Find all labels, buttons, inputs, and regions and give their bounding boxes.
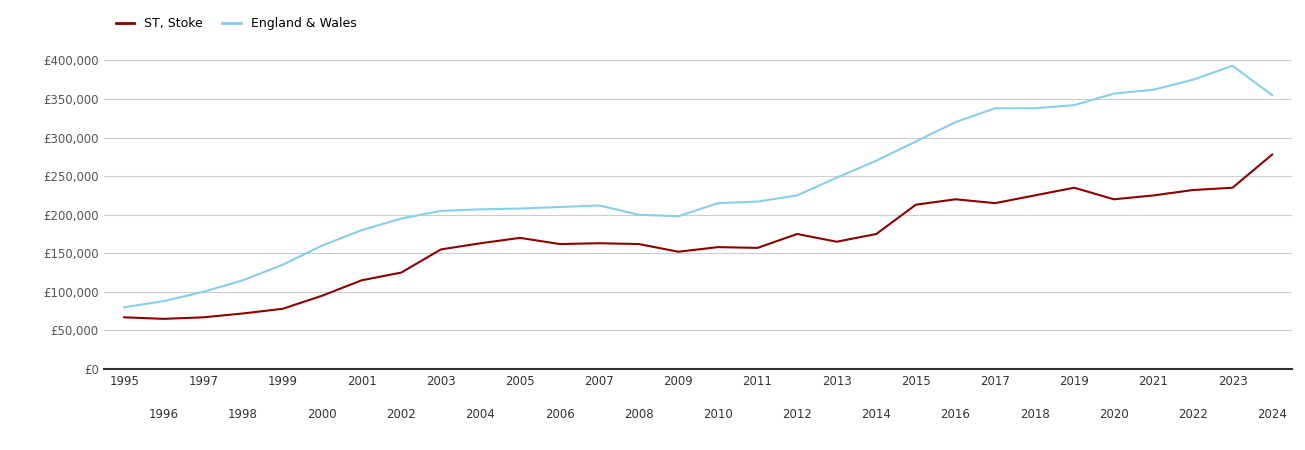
England & Wales (1185, 77, 1201, 82)
Text: 2006: 2006 (544, 408, 574, 421)
Legend: ST, Stoke, England & Wales: ST, Stoke, England & Wales (111, 12, 361, 36)
England & Wales (591, 203, 607, 208)
ST, Stoke (1066, 185, 1082, 190)
England & Wales (196, 289, 211, 295)
England & Wales (512, 206, 527, 211)
England & Wales (1146, 87, 1161, 92)
England & Wales (1224, 63, 1240, 68)
ST, Stoke (868, 231, 883, 237)
Text: 2008: 2008 (624, 408, 654, 421)
ST, Stoke (472, 241, 488, 246)
ST, Stoke (1027, 193, 1043, 198)
England & Wales (671, 214, 686, 219)
ST, Stoke (790, 231, 805, 237)
Text: 2004: 2004 (466, 408, 496, 421)
ST, Stoke (591, 241, 607, 246)
Text: 2012: 2012 (782, 408, 812, 421)
ST, Stoke (354, 278, 369, 283)
ST, Stoke (632, 241, 647, 247)
ST, Stoke (947, 197, 963, 202)
ST, Stoke (710, 244, 726, 250)
ST, Stoke (116, 315, 132, 320)
ST, Stoke (1146, 193, 1161, 198)
England & Wales (790, 193, 805, 198)
England & Wales (315, 243, 330, 248)
ST, Stoke (1105, 197, 1121, 202)
Text: 2022: 2022 (1178, 408, 1208, 421)
England & Wales (1027, 106, 1043, 111)
ST, Stoke (749, 245, 765, 251)
Line: England & Wales: England & Wales (124, 66, 1272, 307)
Text: 2024: 2024 (1257, 408, 1287, 421)
England & Wales (868, 158, 883, 163)
England & Wales (947, 119, 963, 125)
England & Wales (749, 199, 765, 204)
ST, Stoke (275, 306, 291, 311)
ST, Stoke (908, 202, 924, 207)
ST, Stoke (552, 241, 568, 247)
Text: 2010: 2010 (703, 408, 733, 421)
ST, Stoke (512, 235, 527, 241)
England & Wales (1066, 103, 1082, 108)
England & Wales (116, 305, 132, 310)
England & Wales (472, 207, 488, 212)
ST, Stoke (671, 249, 686, 254)
Line: ST, Stoke: ST, Stoke (124, 154, 1272, 319)
Text: 2002: 2002 (386, 408, 416, 421)
Text: 2000: 2000 (307, 408, 337, 421)
ST, Stoke (988, 200, 1004, 206)
England & Wales (988, 106, 1004, 111)
ST, Stoke (155, 316, 171, 322)
ST, Stoke (393, 270, 408, 275)
ST, Stoke (196, 315, 211, 320)
England & Wales (235, 278, 251, 283)
Text: 2016: 2016 (941, 408, 971, 421)
England & Wales (552, 204, 568, 210)
England & Wales (155, 298, 171, 304)
ST, Stoke (315, 293, 330, 298)
ST, Stoke (829, 239, 844, 244)
England & Wales (393, 216, 408, 221)
England & Wales (829, 175, 844, 180)
England & Wales (710, 200, 726, 206)
Text: 1998: 1998 (228, 408, 258, 421)
England & Wales (908, 139, 924, 144)
England & Wales (275, 262, 291, 268)
ST, Stoke (235, 311, 251, 316)
Text: 2020: 2020 (1099, 408, 1129, 421)
Text: 2014: 2014 (861, 408, 891, 421)
England & Wales (1105, 91, 1121, 96)
England & Wales (354, 227, 369, 233)
England & Wales (433, 208, 449, 214)
ST, Stoke (1224, 185, 1240, 190)
England & Wales (632, 212, 647, 217)
ST, Stoke (433, 247, 449, 252)
ST, Stoke (1265, 152, 1280, 157)
Text: 2018: 2018 (1019, 408, 1049, 421)
ST, Stoke (1185, 187, 1201, 193)
England & Wales (1265, 92, 1280, 98)
Text: 1996: 1996 (149, 408, 179, 421)
